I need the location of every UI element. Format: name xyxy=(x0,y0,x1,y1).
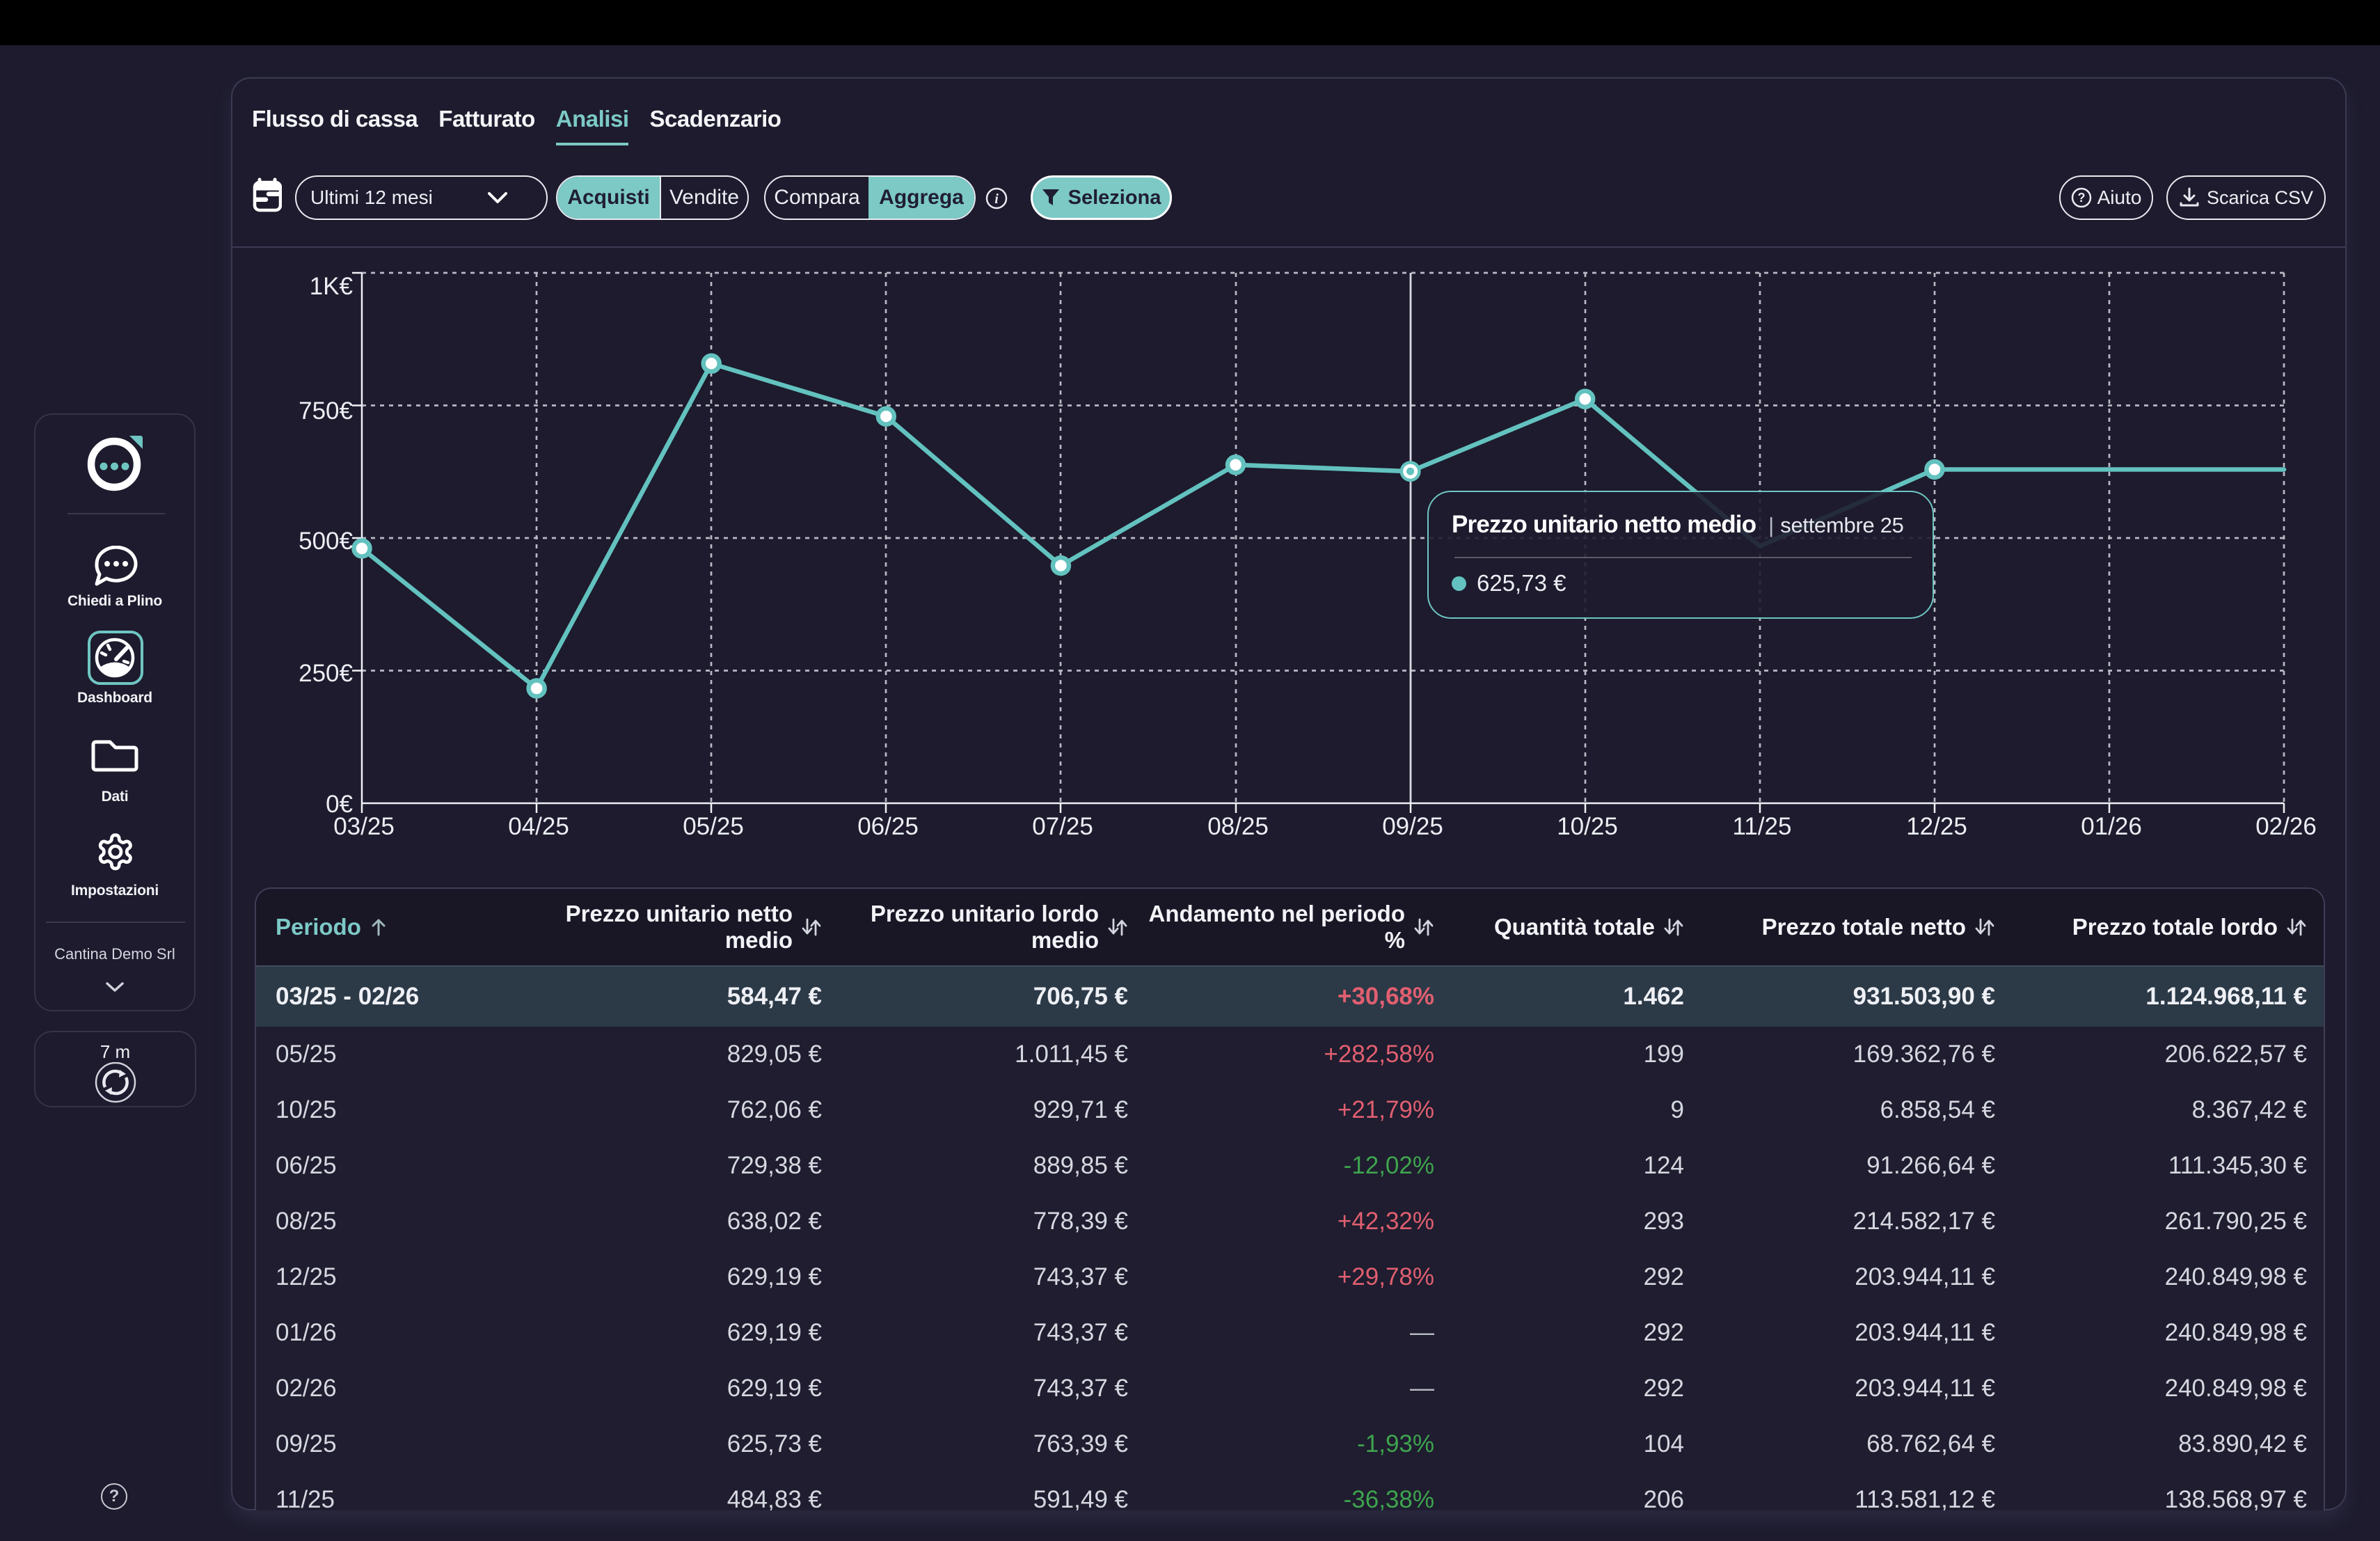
svg-text:09/25: 09/25 xyxy=(1382,813,1443,840)
svg-text:?: ? xyxy=(2077,191,2085,205)
svg-text:05/25: 05/25 xyxy=(683,813,744,840)
svg-text:10/25: 10/25 xyxy=(1557,813,1618,840)
svg-text:750€: 750€ xyxy=(299,397,353,425)
svg-text:1K€: 1K€ xyxy=(310,273,353,300)
svg-text:07/25: 07/25 xyxy=(1032,813,1093,840)
svg-text:250€: 250€ xyxy=(299,660,353,687)
svg-text:02/26: 02/26 xyxy=(2255,813,2317,840)
svg-text:03/25: 03/25 xyxy=(333,813,395,840)
svg-text:500€: 500€ xyxy=(299,528,353,555)
svg-text:08/25: 08/25 xyxy=(1207,813,1269,840)
svg-text:i: i xyxy=(994,191,999,207)
svg-text:11/25: 11/25 xyxy=(1733,813,1792,840)
svg-text:12/25: 12/25 xyxy=(1906,813,1967,840)
svg-text:01/26: 01/26 xyxy=(2081,813,2142,840)
svg-text:06/25: 06/25 xyxy=(857,813,919,840)
svg-text:0€: 0€ xyxy=(326,791,353,818)
svg-text:04/25: 04/25 xyxy=(508,813,569,840)
